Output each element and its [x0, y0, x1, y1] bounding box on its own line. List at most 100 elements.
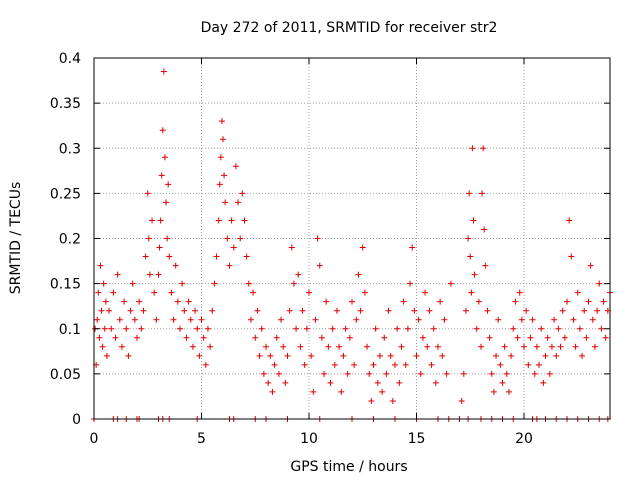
data-point: [432, 379, 439, 386]
data-point: [308, 352, 315, 359]
data-point: [108, 325, 115, 332]
data-point: [267, 352, 274, 359]
data-point: [342, 325, 349, 332]
data-point: [510, 325, 517, 332]
data-point: [340, 352, 347, 359]
data-point: [439, 352, 446, 359]
data-point: [482, 262, 489, 269]
data-point: [125, 352, 132, 359]
data-point: [480, 145, 487, 152]
data-point: [224, 235, 231, 242]
data-point: [275, 370, 282, 377]
data-point: [209, 307, 216, 314]
data-point: [280, 343, 287, 350]
data-point: [177, 325, 183, 332]
data-point: [344, 370, 351, 377]
data-point: [473, 325, 480, 332]
data-point: [164, 235, 171, 242]
data-point: [116, 316, 123, 323]
y-tick-label: 0.4: [59, 51, 81, 67]
data-point: [245, 280, 252, 287]
data-point: [331, 361, 338, 368]
data-point: [544, 334, 551, 341]
grid: [94, 58, 610, 419]
data-point: [174, 298, 181, 305]
data-point: [555, 325, 562, 332]
data-point: [422, 289, 429, 296]
data-point: [600, 298, 607, 305]
data-point: [587, 262, 594, 269]
data-point: [546, 370, 553, 377]
y-tick-label: 0.15: [50, 277, 81, 293]
data-point: [207, 343, 214, 350]
data-point: [466, 190, 473, 197]
data-point: [435, 343, 441, 350]
data-point: [198, 316, 205, 323]
data-point: [306, 289, 312, 296]
data-point: [102, 298, 109, 305]
data-point: [222, 199, 229, 206]
data-point: [273, 334, 280, 341]
data-point: [447, 280, 454, 287]
data-point: [106, 307, 113, 314]
y-tick-label: 0.05: [50, 367, 81, 383]
data-point: [424, 343, 431, 350]
data-point: [101, 325, 108, 332]
data-point: [471, 271, 478, 278]
chart-title: Day 272 of 2011, SRMTID for receiver str…: [201, 20, 498, 36]
data-point: [478, 343, 484, 350]
data-point: [112, 334, 119, 341]
data-point: [518, 316, 525, 323]
data-point: [576, 325, 583, 332]
data-point: [413, 352, 420, 359]
y-axis-label: SRMTID / TECUs: [8, 182, 24, 295]
data-point: [561, 334, 568, 341]
data-point: [165, 181, 172, 188]
data-point: [574, 289, 581, 296]
data-point: [286, 307, 293, 314]
data-point: [479, 190, 486, 197]
data-point: [333, 307, 340, 314]
data-point: [140, 307, 147, 314]
data-point: [172, 262, 179, 269]
data-point: [114, 271, 121, 278]
data-point: [441, 316, 448, 323]
data-point: [187, 316, 194, 323]
data-point: [301, 361, 308, 368]
data-point: [359, 244, 366, 251]
data-point: [374, 379, 381, 386]
data-point: [327, 379, 334, 386]
data-point: [142, 253, 149, 260]
data-point: [303, 325, 310, 332]
data-point: [252, 334, 259, 341]
data-point: [349, 298, 355, 305]
data-point: [426, 307, 433, 314]
data-point: [512, 298, 519, 305]
data-point: [216, 181, 223, 188]
data-point: [293, 325, 300, 332]
data-point: [598, 325, 605, 332]
data-point: [521, 343, 527, 350]
data-point: [475, 298, 482, 305]
data-point: [230, 244, 237, 251]
data-point: [297, 343, 304, 350]
data-point: [123, 325, 130, 332]
data-point: [282, 379, 289, 386]
y-axis: 0 0.05 0.1 0.15 0.2 0.25 0.3 0.35 0.4: [50, 51, 610, 428]
data-point: [247, 316, 254, 323]
x-axis-label: GPS time / hours: [290, 459, 407, 475]
x-tick-label: 10: [300, 431, 318, 447]
data-point: [243, 253, 250, 260]
data-point: [428, 361, 435, 368]
data-point: [505, 388, 512, 395]
data-point: [508, 352, 515, 359]
data-point: [417, 370, 424, 377]
data-point: [254, 307, 261, 314]
data-point: [160, 68, 167, 75]
data-point: [95, 289, 102, 296]
data-point: [204, 325, 211, 332]
data-point: [213, 253, 220, 260]
data-point: [387, 352, 394, 359]
data-point: [529, 316, 536, 323]
data-point: [271, 361, 278, 368]
